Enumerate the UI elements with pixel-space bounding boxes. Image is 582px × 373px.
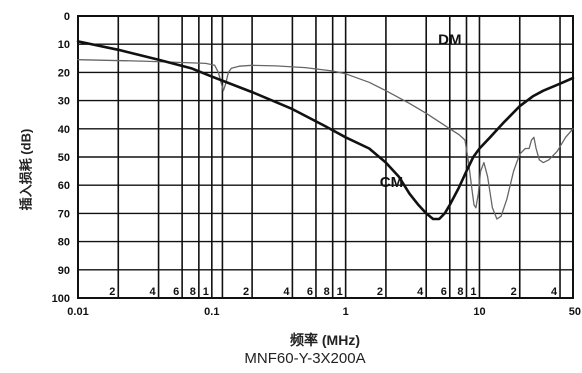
x-minor-label: 4	[283, 286, 290, 298]
x-minor-label: 2	[377, 286, 383, 298]
x-minor-label: 6	[307, 286, 313, 298]
x-minor-label: 1	[470, 286, 476, 298]
x-minor-label: 6	[441, 286, 447, 298]
grid	[78, 15, 573, 299]
y-tick-label: 10	[58, 39, 70, 51]
series-line-dm	[77, 59, 574, 220]
x-minor-label: 6	[173, 286, 179, 298]
chart-caption: MNF60-Y-3X200A	[244, 350, 366, 367]
y-tick-label: 0	[64, 11, 70, 23]
x-minor-label: 2	[109, 286, 115, 298]
x-minor-label: 2	[243, 286, 249, 298]
y-tick-label: 80	[58, 237, 70, 249]
x-tick-label: 0.01	[67, 306, 88, 318]
y-axis-label: 插入损耗 (dB)	[18, 128, 34, 211]
x-minor-label: 4	[150, 286, 157, 298]
series-lines	[76, 40, 575, 221]
y-tick-label: 100	[52, 293, 70, 305]
y-tick-label: 20	[58, 67, 70, 79]
x-tick-label: 1	[343, 306, 349, 318]
x-minor-label: 8	[324, 286, 330, 298]
y-tick-label: 30	[58, 96, 70, 108]
y-tick-label: 70	[58, 208, 70, 220]
x-minor-label: 1	[203, 286, 209, 298]
x-minor-label: 8	[457, 286, 463, 298]
series-line-cm	[76, 40, 575, 221]
x-tick-label: 0.1	[204, 306, 219, 318]
x-minor-label: 4	[417, 286, 424, 298]
y-tick-labels: 0 10 20 30 40 50 60 70 80 90 100	[52, 11, 70, 305]
x-tick-label: 10	[473, 306, 485, 318]
y-tick-label: 60	[58, 180, 70, 192]
x-tick-labels: 0.01 0.1 1 10 50	[67, 306, 581, 318]
y-tick-label: 50	[58, 152, 70, 164]
y-tick-label: 40	[58, 124, 70, 136]
x-minor-label: 8	[190, 286, 196, 298]
series-label-cm: CM	[380, 174, 403, 191]
y-tick-label: 90	[58, 265, 70, 277]
x-minor-label: 2	[511, 286, 517, 298]
x-minor-label: 4	[551, 286, 558, 298]
x-tick-label: 50	[569, 306, 581, 318]
series-label-dm: DM	[438, 32, 461, 49]
series-labels: DM CM	[380, 32, 462, 191]
x-minor-label: 1	[337, 286, 343, 298]
x-axis-label: 频率 (MHz)	[290, 332, 360, 348]
